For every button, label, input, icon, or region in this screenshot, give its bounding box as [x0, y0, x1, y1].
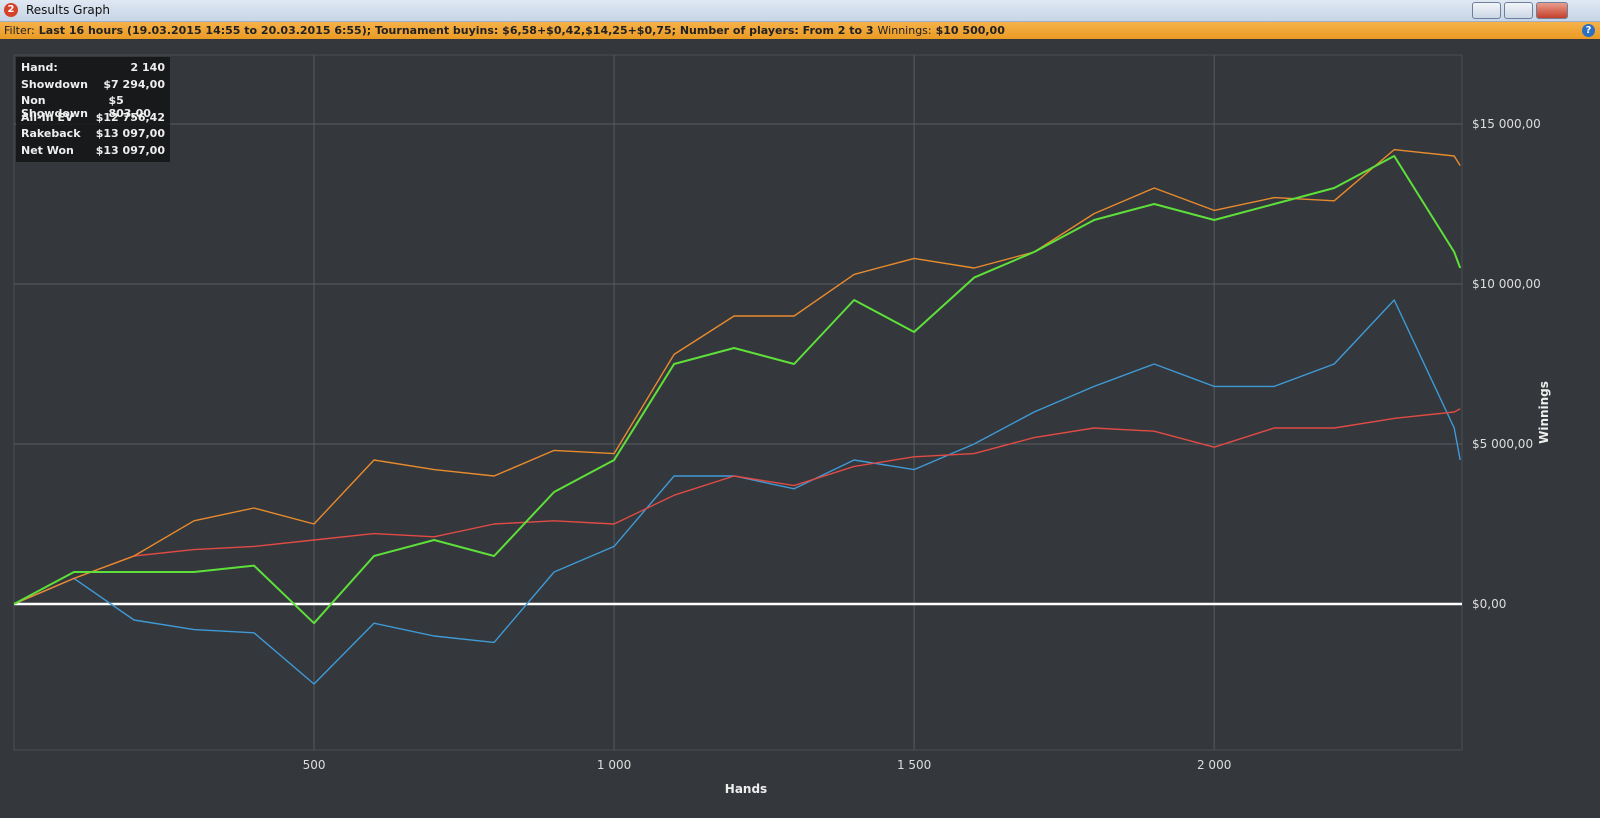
- stats-row: Net Won $13 097,00: [16, 143, 170, 160]
- restore-button[interactable]: [1504, 2, 1533, 19]
- filter-text: Last 16 hours (19.03.2015 14:55 to 20.03…: [38, 24, 874, 37]
- filter-bar: Filter: Last 16 hours (19.03.2015 14:55 t…: [0, 22, 1600, 39]
- series-line: [13, 148, 1461, 605]
- stats-value: 2 140: [130, 61, 165, 74]
- y-tick-label: $5 000,00: [1472, 437, 1533, 451]
- minimize-button[interactable]: [1472, 2, 1501, 19]
- stats-label: Rakeback: [21, 127, 81, 140]
- stats-row: All-In EV $12 756,42: [16, 110, 170, 127]
- close-button[interactable]: [1536, 2, 1568, 19]
- filter-label: Filter:: [4, 24, 35, 37]
- chart: 500 1 000 1 500 2 000 $0,00 $5 000,00 $10 000,…: [13, 54, 1551, 796]
- y-tick-label: $0,00: [1472, 597, 1506, 611]
- y-tick-label: $10 000,00: [1472, 277, 1541, 291]
- x-axis-title: Hands: [725, 782, 767, 796]
- series-line: [13, 408, 1461, 605]
- stats-label: All-In EV: [21, 110, 74, 124]
- stats-value: $7 294,00: [103, 77, 165, 91]
- stats-value: $13 097,00: [95, 143, 165, 157]
- title-bar: 2 Results Graph: [0, 0, 1600, 22]
- window-title: Results Graph: [26, 3, 110, 17]
- stats-label: Showdown: [21, 77, 88, 91]
- x-tick-label: 500: [303, 758, 326, 772]
- stats-value: $12 756,42: [95, 110, 165, 124]
- stats-row: Rakeback $13 097,00: [16, 126, 170, 143]
- winnings-value: $10 500,00: [935, 24, 1005, 37]
- stats-panel: Hand: 2 140 Showdown $7 294,00 Non Showdown $…: [16, 57, 170, 162]
- stats-value: $5 803,00: [108, 94, 151, 120]
- x-tick-label: 2 000: [1197, 758, 1231, 772]
- stats-row: Non Showdown $5 803,00: [16, 93, 170, 120]
- winnings-label: Winnings:: [877, 24, 932, 37]
- stats-value: $13 097,00: [95, 127, 165, 140]
- series-line: [13, 155, 1462, 625]
- y-axis-title: Winnings: [1537, 381, 1551, 444]
- stats-label: Non Showdown: [21, 94, 88, 120]
- y-tick-label: $15 000,00: [1472, 117, 1541, 131]
- x-tick-label: 1 500: [897, 758, 931, 772]
- app-icon: 2: [4, 3, 18, 17]
- stats-row: Showdown $7 294,00: [16, 77, 170, 94]
- stats-label: Hand:: [21, 61, 58, 74]
- series-line: [13, 299, 1461, 685]
- stats-row: Hand: 2 140: [16, 60, 170, 77]
- x-tick-label: 1 000: [597, 758, 631, 772]
- stats-label: Net Won: [21, 143, 74, 157]
- plot-area: [13, 54, 1463, 751]
- help-button[interactable]: ?: [1582, 24, 1595, 37]
